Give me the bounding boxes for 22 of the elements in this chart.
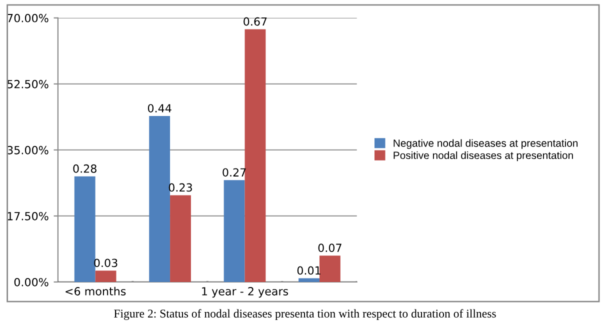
y-tick-label: 35.00%	[7, 146, 48, 154]
data-label: 0.44	[148, 104, 172, 112]
bar	[298, 278, 320, 282]
y-tick-label: 52.50%	[7, 80, 48, 88]
data-label: 0.07	[318, 244, 342, 252]
y-tick-label: 70.00%	[7, 14, 48, 22]
data-label: 0.28	[73, 164, 96, 173]
caption: Figure 2: Status of nodal diseases presenta tion with respect to duration of illness	[114, 309, 496, 320]
y-tick-label: 0.00%	[14, 278, 48, 286]
data-label: 0.67	[244, 17, 267, 26]
bar	[319, 256, 340, 282]
bar	[244, 29, 266, 282]
legend-label: Positive nodal diseases at presentation	[394, 151, 573, 162]
bar	[149, 116, 170, 282]
x-tick-label: <6 months	[66, 286, 126, 296]
bar	[170, 195, 191, 282]
bar	[74, 176, 96, 282]
legend-label: Negative nodal diseases at presentation	[394, 139, 578, 149]
x-tick-label: 1 year - 2 years	[202, 287, 288, 298]
bar	[224, 180, 245, 282]
bar	[95, 270, 116, 282]
y-tick-label: 17.50%	[8, 212, 48, 220]
